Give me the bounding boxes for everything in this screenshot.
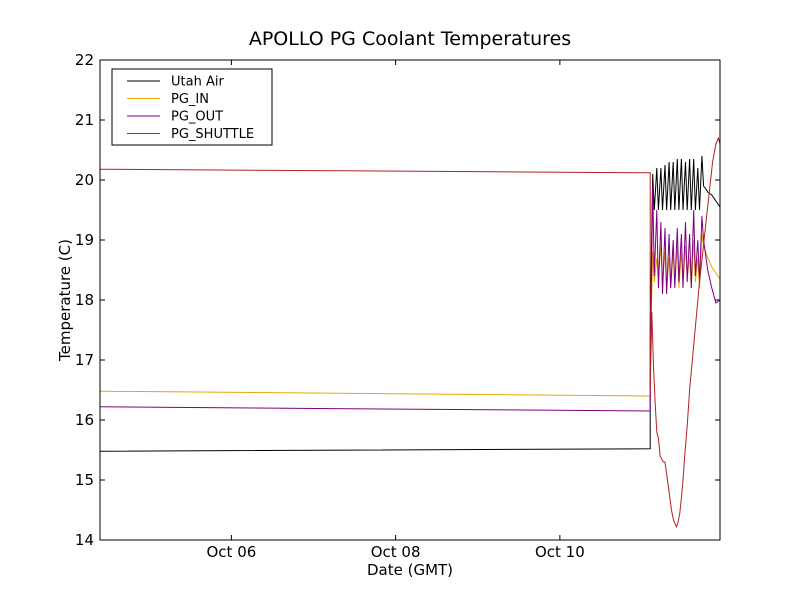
x-axis-label: Date (GMT)	[367, 561, 453, 579]
y-tick-label: 16	[75, 411, 94, 429]
series-line-pg-in	[100, 233, 720, 397]
y-tick-label: 14	[75, 531, 94, 549]
y-tick-label: 18	[75, 291, 94, 309]
x-tick-label: Oct 10	[535, 543, 585, 561]
series-line-pg-shuttle	[100, 136, 720, 529]
series-line-pg-out	[100, 185, 720, 412]
y-tick-label: 20	[75, 171, 94, 189]
legend-label: PG_IN	[171, 92, 209, 107]
y-tick-label: 21	[75, 111, 94, 129]
legend-label: PG_OUT	[171, 110, 223, 125]
plot-area: Oct 06 Oct 08 Oct 10 14 15 16 17 18 19 20 21 22 Utah…	[75, 51, 721, 561]
series-line-utah-air	[100, 155, 720, 452]
legend-label: Utah Air	[171, 75, 224, 90]
x-tick-label: Oct 08	[371, 543, 421, 561]
chart-title: APOLLO PG Coolant Temperatures	[249, 28, 571, 50]
y-tick-label: 19	[75, 231, 94, 249]
y-tick-label: 17	[75, 351, 94, 369]
y-tick-label: 15	[75, 471, 94, 489]
x-tick-label: Oct 06	[206, 543, 256, 561]
y-axis-label: Temperature (C)	[56, 239, 74, 362]
legend: Utah Air PG_IN PG_OUT PG_SHUTTLE	[111, 68, 273, 146]
legend-box	[111, 68, 273, 146]
series-group	[100, 136, 720, 529]
legend-label: PG_SHUTTLE	[171, 127, 254, 142]
y-tick-label: 22	[75, 51, 94, 69]
